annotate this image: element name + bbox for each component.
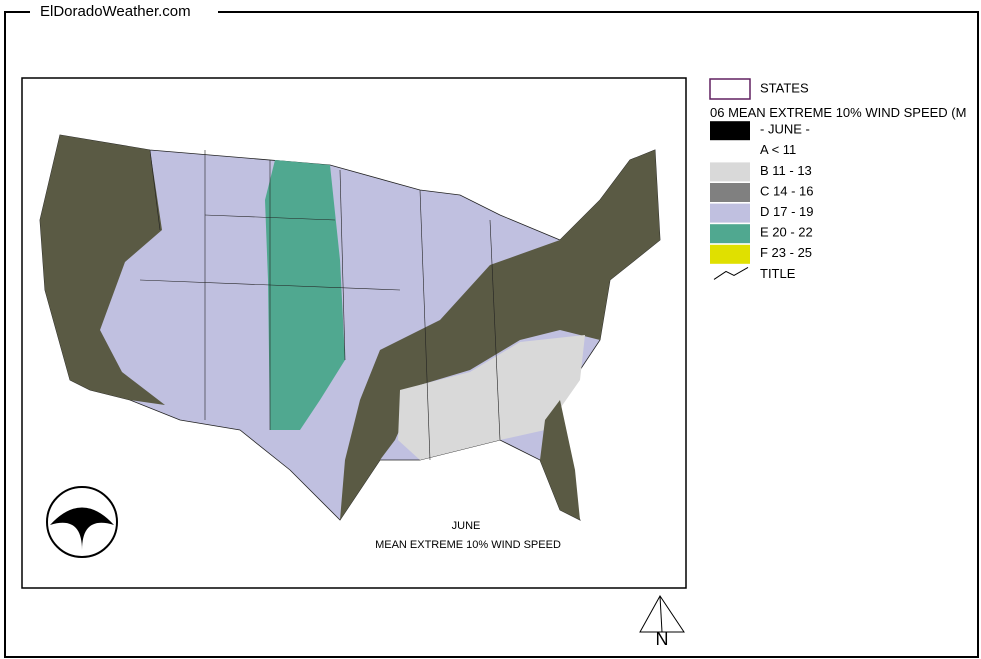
legend-label: A < 11	[760, 142, 796, 157]
legend-swatch	[710, 183, 750, 202]
zone-e	[265, 160, 345, 430]
zone-east	[340, 150, 660, 520]
legend-swatch	[710, 121, 750, 141]
legend-swatch	[710, 244, 750, 264]
legend-label: B 11 - 13	[760, 163, 812, 178]
legend: STATES 06 MEAN EXTREME 10% WIND SPEED (M -…	[709, 78, 966, 281]
legend-swatch	[710, 224, 750, 244]
map-caption: MEAN EXTREME 10% WIND SPEED	[375, 539, 561, 551]
state-line	[419, 189, 431, 461]
legend-label: TITLE	[760, 266, 796, 281]
zone-fl	[540, 400, 580, 520]
zone-west	[40, 135, 165, 405]
legend-label: STATES	[760, 80, 809, 95]
legend-label: F 23 - 25	[760, 245, 812, 260]
legend-label: C 14 - 16	[760, 183, 813, 198]
header-bg	[30, 2, 218, 22]
legend-label: - JUNE -	[760, 122, 810, 137]
noaa-logo	[46, 486, 118, 558]
legend-swatch	[710, 162, 750, 182]
state-line	[489, 219, 501, 441]
state-line	[339, 169, 346, 361]
legend-title: 06 MEAN EXTREME 10% WIND SPEED (M	[710, 105, 966, 120]
frame	[4, 11, 979, 658]
legend-swatch	[709, 78, 751, 100]
legend-line	[713, 266, 749, 280]
legend-label: E 20 - 22	[760, 225, 813, 240]
north-arrow	[639, 595, 685, 633]
map-caption: JUNE	[452, 520, 481, 532]
legend-swatch	[710, 203, 750, 223]
us-map	[39, 134, 661, 521]
header-title: ElDoradoWeather.com	[40, 3, 191, 20]
legend-swatch	[710, 141, 750, 161]
state-line	[149, 149, 161, 231]
zone-b	[398, 335, 585, 460]
north-label: N	[656, 629, 669, 649]
legend-label: D 17 - 19	[760, 204, 813, 219]
